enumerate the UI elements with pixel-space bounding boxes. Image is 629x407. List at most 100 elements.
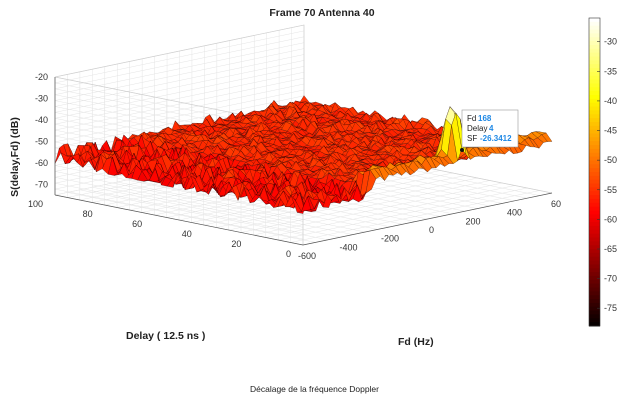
y-tick-label: 40 [182, 229, 192, 239]
colorbar-swatch [589, 283, 600, 288]
x-tick-label: 60 [551, 199, 561, 209]
colorbar-swatch [589, 91, 600, 96]
colorbar-swatch [589, 214, 600, 219]
colorbar-swatch [589, 306, 600, 312]
z-tick-label: -60 [35, 158, 48, 168]
data-tip-delay-value: 4 [489, 124, 494, 133]
colorbar-swatch [589, 225, 600, 231]
colorbar-tick-label: -35 [604, 66, 617, 76]
x-tick-label: -600 [298, 251, 316, 261]
colorbar-swatch [589, 160, 600, 165]
z-tick-label: -20 [35, 72, 48, 82]
colorbar-tick-label: -50 [604, 155, 617, 165]
y-tick-label: 0 [286, 249, 291, 259]
colorbar-swatch [589, 318, 600, 323]
x-tick-label: 200 [465, 216, 480, 226]
colorbar-swatch [589, 233, 600, 238]
colorbar-tick-label: -65 [604, 244, 617, 254]
colorbar-swatch [589, 268, 600, 273]
z-tick-label: -30 [35, 94, 48, 104]
colorbar-swatch [589, 33, 600, 38]
grid-line [54, 60, 305, 113]
colorbar-swatch [589, 299, 600, 304]
axes [54, 77, 553, 246]
colorbar: -30 -35 -40 -45 -50 -55 -60 -65 -70 -75 [588, 17, 617, 327]
colorbar-swatch [589, 302, 600, 308]
data-tip-fd-label: Fd [467, 114, 476, 123]
y-tick-label: 60 [132, 219, 142, 229]
tick-labels: -600-400-200020040060020406080100-20-30-… [28, 72, 561, 261]
colorbar-swatch [589, 44, 600, 50]
colorbar-swatch [589, 210, 600, 215]
colorbar-swatch [589, 83, 600, 88]
colorbar-swatch [589, 156, 600, 161]
colorbar-swatch [589, 287, 600, 292]
colorbar-swatch [589, 95, 600, 100]
colorbar-swatch [589, 322, 600, 327]
peak-marker [460, 148, 464, 152]
colorbar-swatch [589, 275, 600, 281]
colorbar-swatch [589, 237, 600, 242]
x-tick-label: -400 [339, 242, 357, 252]
colorbar-swatch [589, 21, 600, 27]
colorbar-swatch [589, 29, 600, 34]
colorbar-swatch [589, 183, 600, 188]
colorbar-tick-label: -45 [604, 126, 617, 136]
colorbar-swatch [589, 121, 600, 127]
colorbar-swatch [589, 60, 600, 65]
y-tick-label: 80 [83, 209, 93, 219]
colorbar-swatch [589, 206, 600, 211]
colorbar-swatch [589, 314, 600, 319]
x-tick-label: 0 [429, 225, 434, 235]
colorbar-frame [588, 17, 601, 327]
colorbar-swatch [589, 118, 600, 123]
colorbar-swatch [589, 148, 600, 154]
colorbar-swatch [589, 152, 600, 158]
colorbar-swatch [589, 245, 600, 250]
grid-line [54, 54, 305, 107]
colorbar-swatch [589, 164, 600, 169]
colorbar-swatch [589, 198, 600, 204]
colorbar-swatch [589, 229, 600, 235]
z-axis-label: S(delay,Fd) (dB) [9, 117, 21, 197]
colorbar-swatch [589, 272, 600, 277]
colorbar-swatch [589, 56, 600, 61]
z-tick-label: -50 [35, 136, 48, 146]
grid-line [54, 48, 305, 101]
figure-caption: Décalage de la fréquence Doppler [249, 384, 379, 394]
colorbar-swatch [589, 133, 600, 138]
grid-line [54, 30, 305, 84]
colorbar-swatch [589, 218, 600, 223]
colorbar-tick-label: -55 [604, 185, 617, 195]
grid-line [54, 42, 305, 95]
colorbar-swatch [589, 145, 600, 150]
data-tip-box [461, 109, 519, 148]
colorbar-tick-label: -75 [604, 303, 617, 313]
colorbar-swatch [589, 98, 600, 104]
colorbar-tick-label: -40 [604, 96, 617, 106]
grid-line [54, 66, 305, 119]
colorbar-swatch [589, 52, 600, 57]
colorbar-swatch [589, 102, 600, 108]
colorbar-swatch [589, 141, 600, 146]
colorbar-swatch [589, 168, 600, 173]
grid-line [54, 83, 305, 137]
colorbar-tick-label: -30 [604, 37, 617, 47]
colorbar-swatch [589, 179, 600, 185]
data-tip[interactable]: Fd 168 Delay 4 SF -26.3412 [460, 109, 519, 152]
x-tick-label: -200 [381, 234, 399, 244]
colorbar-swatch [589, 137, 600, 142]
colorbar-swatch [589, 202, 600, 208]
colorbar-swatch [589, 25, 600, 31]
colorbar-swatch [589, 295, 600, 300]
colorbar-swatch [589, 18, 600, 23]
chart-title: Frame 70 Antenna 40 [269, 7, 374, 19]
colorbar-swatch [589, 37, 600, 42]
colorbar-swatch [589, 110, 600, 115]
colorbar-swatch [589, 241, 600, 246]
colorbar-swatch [589, 75, 600, 81]
surface-patch [541, 132, 553, 142]
colorbar-swatch [589, 310, 600, 315]
data-tip-delay-label: Delay [467, 124, 487, 133]
